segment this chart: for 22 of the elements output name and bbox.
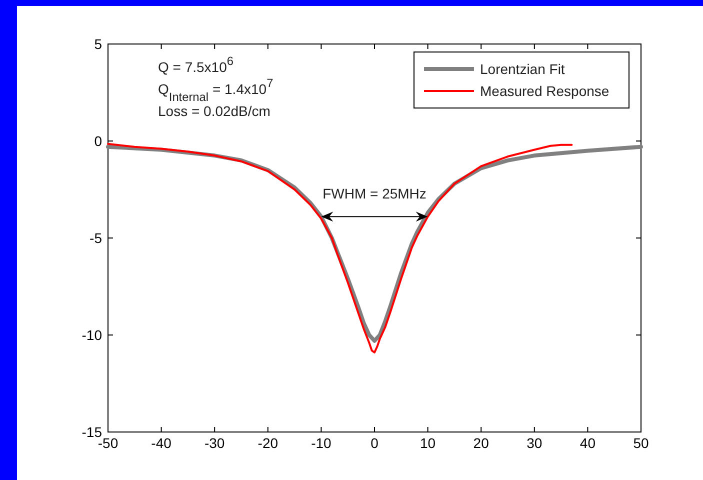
x-tick-label: -10 [311, 435, 332, 451]
x-tick-label: 20 [473, 435, 490, 451]
legend-label: Measured Response [480, 83, 610, 99]
x-tick-label: -20 [258, 435, 278, 451]
x-tick-label: -30 [204, 435, 225, 451]
annotation: Q$_{Internal}$ = 1.4x10$^{7}$ [158, 76, 274, 104]
legend-label: Lorentzian Fit [480, 61, 565, 77]
y-tick-label: 5 [94, 36, 102, 52]
annotation: Q = 7.5x10$^{6}$ [158, 54, 234, 75]
y-tick-label: 0 [94, 133, 102, 149]
x-tick-label: 30 [526, 435, 542, 451]
line-series [107, 142, 573, 354]
y-tick-label: -10 [82, 327, 102, 343]
x-tick-label: 0 [370, 435, 379, 451]
y-tick-label: -15 [82, 424, 102, 440]
y-tick-label: -5 [90, 230, 102, 246]
x-tick-label: 40 [580, 435, 596, 451]
x-tick-label: 10 [420, 435, 436, 451]
x-tick-label: 50 [633, 435, 649, 451]
x-tick-label: -40 [151, 435, 172, 451]
annotation: Loss = 0.02dB/cm [158, 103, 270, 119]
annotation: FWHM = 25MHz [322, 186, 426, 202]
